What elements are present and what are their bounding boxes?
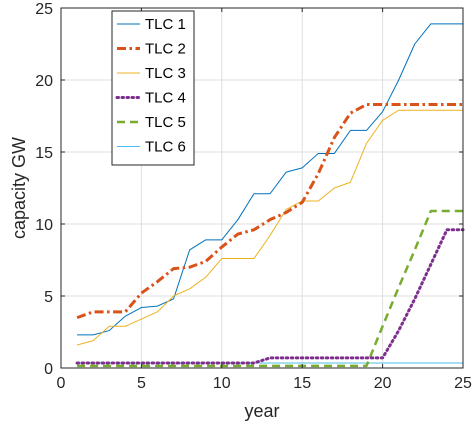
y-tick-label: 10 — [35, 217, 53, 234]
x-tick-label: 20 — [374, 375, 392, 392]
axis-ticks: 0 5 10 15 20 25 0 5 10 15 20 25 — [35, 1, 472, 392]
legend-label: TLC 3 — [145, 65, 186, 82]
y-tick-label: 20 — [35, 73, 53, 90]
y-tick-label: 25 — [35, 1, 53, 18]
legend-label: TLC 1 — [145, 16, 186, 33]
y-axis-label: capacity GW — [9, 137, 29, 239]
y-tick-label: 0 — [44, 361, 53, 378]
legend-label: TLC 4 — [145, 90, 186, 107]
series-lines — [75, 23, 465, 368]
x-tick-label: 15 — [293, 375, 311, 392]
series-line-tlc-2 — [76, 102, 463, 320]
legend-label: TLC 5 — [145, 114, 186, 131]
legend: TLC 1 TLC 2 TLC 3 TLC 4 TLC 5 TLC 6 — [111, 10, 195, 166]
legend-box — [111, 10, 195, 166]
y-tick-label: 5 — [44, 289, 53, 306]
x-tick-label: 5 — [137, 375, 146, 392]
series-line-tlc-3 — [76, 109, 463, 346]
legend-label: TLC 2 — [145, 41, 186, 58]
series-line-tlc-1 — [77, 23, 463, 336]
x-tick-label: 10 — [213, 375, 231, 392]
y-tick-label: 15 — [35, 145, 53, 162]
x-tick-label: 25 — [454, 375, 472, 392]
legend-label: TLC 6 — [145, 139, 186, 156]
x-axis-label: year — [244, 401, 279, 421]
series-line-tlc-4 — [75, 228, 465, 365]
plot-area-frame — [60, 7, 464, 369]
x-tick-label: 0 — [57, 375, 66, 392]
